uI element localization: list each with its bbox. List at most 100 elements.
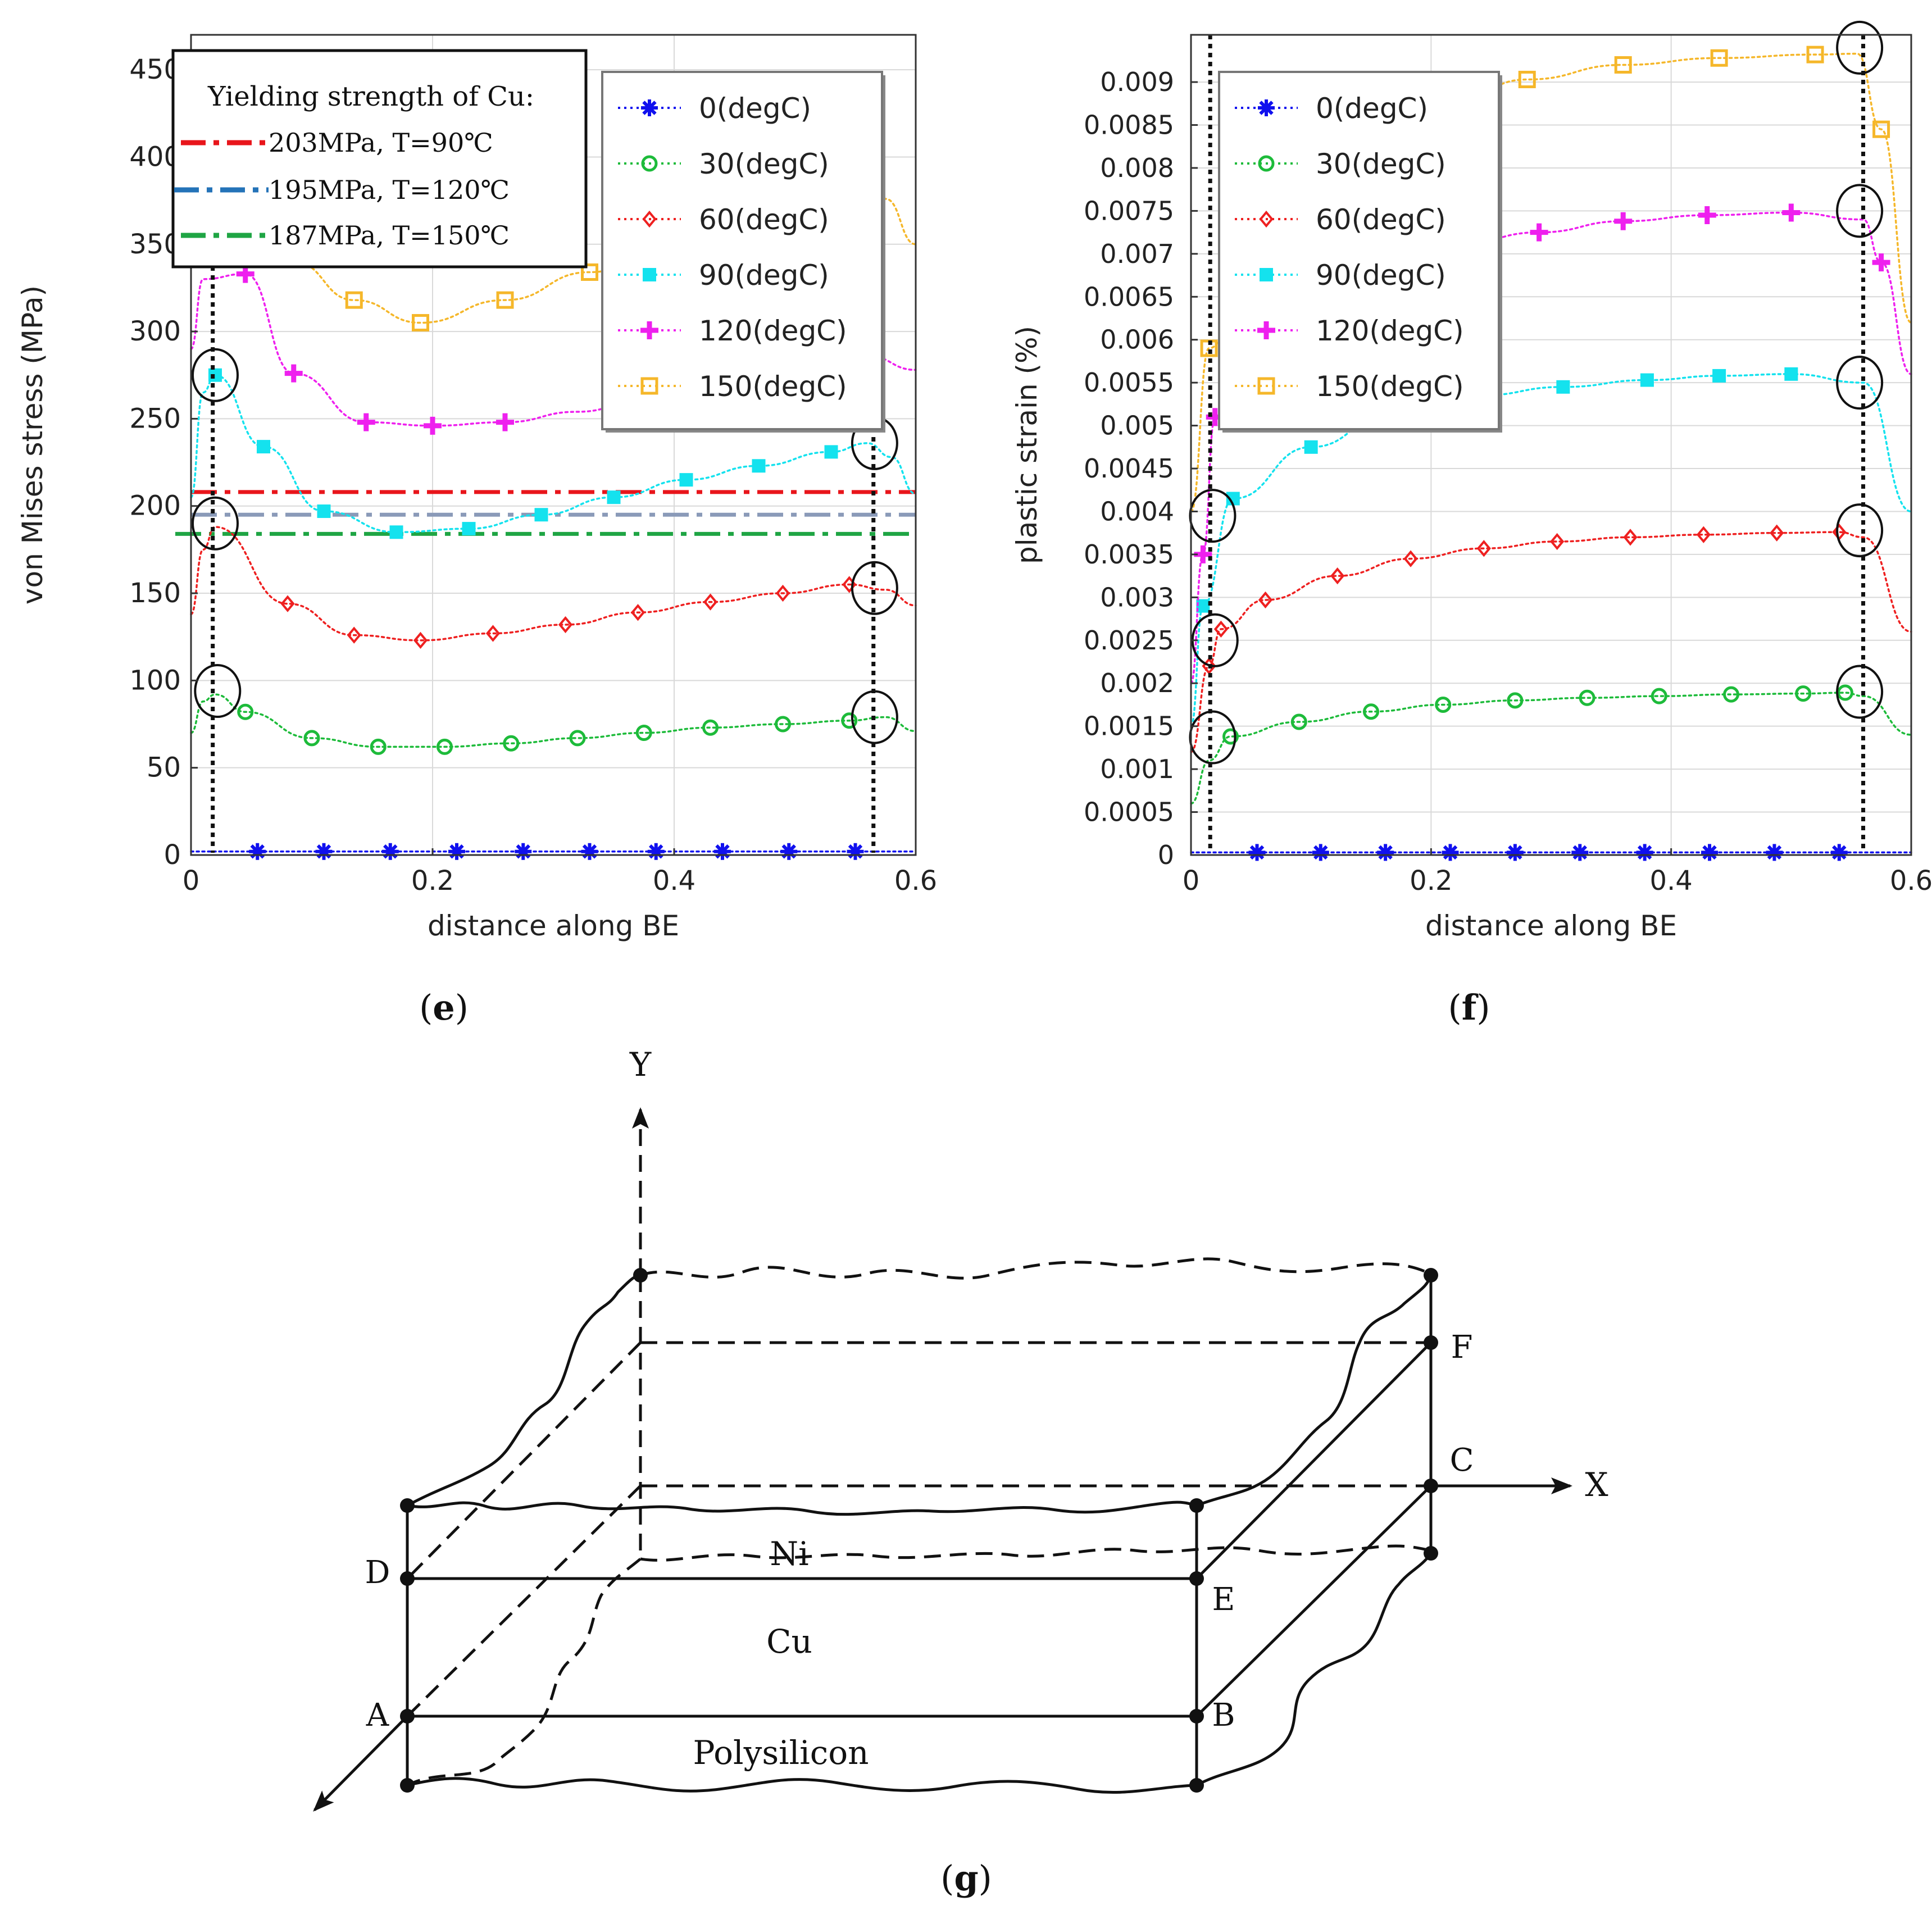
- f-highlight-circle-2: [1189, 710, 1237, 765]
- f-series-0-point-2: [1377, 844, 1394, 861]
- diagram-front-face: [406, 1500, 1198, 1794]
- f-series-5-point-4: [1806, 46, 1824, 63]
- e-series-0-point-7: [714, 843, 731, 860]
- f-legend-marker-0: [1258, 99, 1275, 116]
- e-series-1-point-5: [569, 730, 586, 747]
- vertex-back-bottom-right: [1424, 1546, 1438, 1561]
- f-series-0-point-1-stroke: [1313, 845, 1328, 860]
- diagram-hidden-lines: [406, 1107, 1432, 1787]
- f-ytick-label-13: 0.0065: [1084, 281, 1174, 312]
- label-D: D: [365, 1554, 390, 1591]
- e-xtick-label-2: 0.4: [653, 865, 695, 897]
- f-series-1-point-2: [1363, 703, 1379, 720]
- e-series-5-point-3: [581, 263, 598, 281]
- e-series-3-point-1: [257, 440, 270, 454]
- e-series-0-point-9: [847, 843, 864, 860]
- e-legend-marker-1: [641, 155, 658, 172]
- vertex-front-top-right: [1189, 1498, 1204, 1513]
- e-highlight-circle-5: [851, 690, 898, 744]
- f-ytick-label-15: 0.0075: [1084, 195, 1174, 226]
- e-xtick-label-3: 0.6: [894, 865, 937, 897]
- f-series-2: [1190, 524, 1912, 753]
- e-series-3-point-9: [824, 445, 838, 459]
- e-series-3-point-5: [534, 508, 548, 522]
- f-series-3-point-0: [1196, 599, 1210, 613]
- f-legend-label-0: 0(degC): [1316, 92, 1428, 125]
- f-xtick-label-0: 0: [1183, 865, 1200, 897]
- f-legend-marker-5: [1257, 377, 1275, 395]
- vertex-F: [1424, 1335, 1438, 1350]
- f-series-2-point-2: [1258, 591, 1273, 609]
- e-series-3: [190, 368, 917, 539]
- e-series-1: [190, 693, 917, 755]
- f-series-2-point-5: [1476, 540, 1491, 557]
- diagram-labels: Y X A B C D E F Ni Cu Polysilicon: [365, 1045, 1609, 1772]
- e-xtick-label-0: 0: [183, 865, 200, 897]
- chart-e-plot-frame: [190, 34, 917, 856]
- f-ytick-label-9: 0.0045: [1084, 453, 1174, 484]
- e-legend-marker-3: [643, 268, 656, 281]
- yield-legend-entry-1: 195MPa, T=120℃: [269, 175, 510, 205]
- f-series-1-point-0: [1222, 728, 1239, 745]
- f-highlight-circle-4: [1836, 184, 1884, 238]
- f-series-3-line: [1190, 373, 1912, 727]
- e-highlight-circle-0: [192, 348, 239, 402]
- label-C: C: [1450, 1442, 1474, 1479]
- f-ytick-label-12: 0.006: [1100, 325, 1174, 355]
- f-series-4-point-6: [1872, 253, 1890, 272]
- e-series-1-line: [190, 693, 917, 748]
- f-highlight-circle-3: [1836, 20, 1884, 75]
- f-series-3: [1190, 367, 1912, 727]
- e-series-2: [190, 526, 917, 649]
- e-series-0-point-3: [448, 843, 465, 860]
- vertex-front-top-left: [400, 1498, 415, 1513]
- e-series-3-point-8: [752, 459, 766, 473]
- chart-e-ylabel: von Mises stress (MPa): [16, 285, 49, 604]
- vertex-D: [400, 1571, 415, 1586]
- e-xtick-label-1: 0.2: [411, 865, 454, 897]
- f-series-3-point-4: [1640, 373, 1654, 387]
- yield-legend-entry-2: 187MPa, T=150℃: [269, 220, 510, 251]
- e-legend-marker-5: [640, 377, 658, 395]
- e-series-1-point-1: [303, 730, 320, 747]
- e-ytick-label-6: 300: [129, 316, 181, 347]
- e-ytick-label-3: 150: [129, 577, 181, 609]
- f-ytick-label-2: 0.001: [1100, 754, 1174, 784]
- e-legend-label-5: 150(degC): [699, 370, 847, 403]
- e-legend-marker-4: [640, 321, 658, 339]
- e-series-4-point-3: [424, 416, 442, 435]
- f-series-3-point-5: [1712, 369, 1726, 383]
- f-series-4-point-3: [1614, 212, 1633, 230]
- f-ytick-label-16: 0.008: [1100, 153, 1174, 183]
- f-series-0-point-5-stroke: [1572, 845, 1588, 860]
- chart-f-series-legend: 0(degC) 30(degC) 60(degC) 90(degC) 120(degC)…: [1218, 71, 1502, 433]
- chart-e-yield-lines: [175, 490, 916, 536]
- z-axis-arrow: [313, 1715, 408, 1812]
- f-series-0-point-0: [1248, 844, 1266, 861]
- f-series-0-point-9: [1830, 844, 1848, 861]
- e-series-4-point-4: [496, 413, 514, 431]
- vertex-C: [1424, 1479, 1438, 1493]
- f-series-0-point-2-stroke: [1378, 845, 1393, 860]
- layer-diagram: [313, 1107, 1572, 1812]
- e-series-5-point-1: [412, 314, 429, 332]
- f-series-5-point-3: [1710, 49, 1728, 67]
- chart-f: 0 0.2 0.4 0.6 0 0.0005 0.001 0.0015 0.002 0.0025 0…: [1011, 20, 1932, 942]
- f-legend-box: [1218, 71, 1500, 430]
- f-series-0-point-3-stroke: [1443, 845, 1458, 860]
- f-series-0-point-5: [1571, 844, 1589, 861]
- e-legend-label-4: 120(degC): [699, 315, 847, 347]
- f-legend-label-5: 150(degC): [1316, 370, 1464, 403]
- vertex-front-bottom-left: [400, 1778, 415, 1793]
- f-legend-marker-1: [1258, 155, 1275, 172]
- f-series-0-point-8: [1766, 844, 1783, 861]
- e-series-3-point-4: [462, 522, 476, 536]
- e-series-2-line: [190, 526, 917, 642]
- chart-f-highlight-circles: [1189, 20, 1884, 765]
- e-ytick-label-5: 250: [129, 403, 181, 434]
- f-ytick-label-18: 0.009: [1100, 67, 1174, 97]
- f-series-1-point-7: [1723, 686, 1739, 703]
- e-ytick-label-4: 200: [129, 490, 181, 522]
- f-series-4-point-4: [1698, 206, 1716, 225]
